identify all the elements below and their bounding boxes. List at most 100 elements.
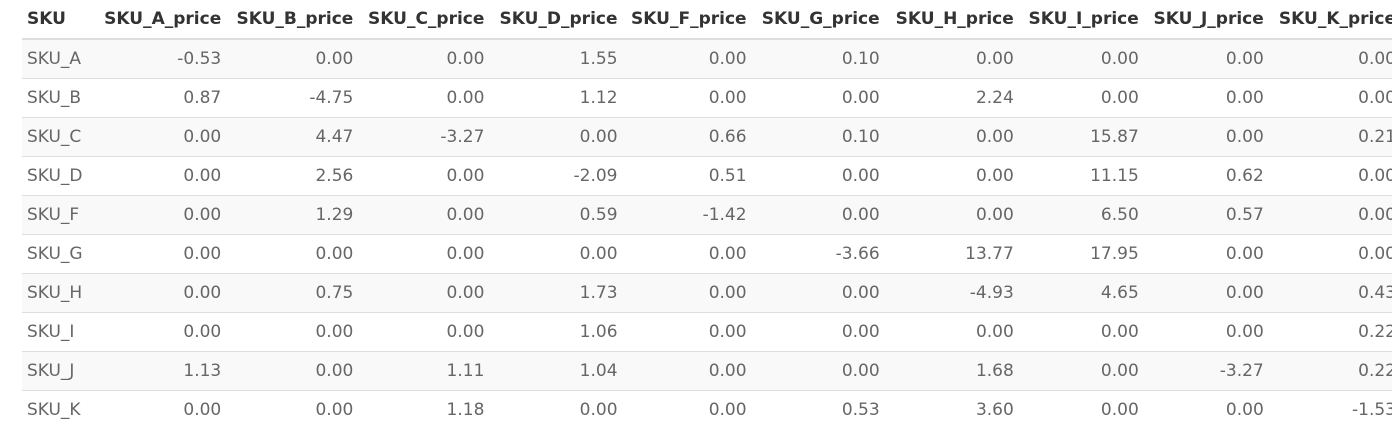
value-cell: 0.87 bbox=[93, 78, 227, 118]
table-row: SKU_C 0.00 4.47 -3.27 0.00 0.66 0.10 0.00 15.87 0… bbox=[22, 117, 1392, 157]
table-row: SKU_B 0.87 -4.75 0.00 1.12 0.00 0.00 2.24 0.00 0.… bbox=[22, 78, 1392, 118]
value-cell: 0.00 bbox=[1143, 38, 1269, 79]
value-cell: -3.66 bbox=[751, 234, 885, 274]
table-row: SKU_I 0.00 0.00 0.00 1.06 0.00 0.00 0.00 0.00 0.0… bbox=[22, 312, 1392, 352]
value-cell: 2.56 bbox=[226, 156, 359, 196]
value-cell: 0.00 bbox=[1018, 38, 1144, 79]
row-label-cell: SKU_I bbox=[22, 312, 94, 352]
row-label-cell: SKU_G bbox=[22, 234, 94, 274]
value-cell: 0.00 bbox=[489, 234, 623, 274]
value-cell: 0.22 bbox=[1268, 351, 1392, 391]
value-cell: -4.93 bbox=[884, 273, 1019, 313]
value-cell: 1.29 bbox=[226, 195, 359, 235]
column-header: SKU_B_price bbox=[226, 0, 359, 40]
value-cell: 0.21 bbox=[1268, 117, 1392, 157]
value-cell: 0.00 bbox=[1268, 195, 1392, 235]
column-header: SKU_I_price bbox=[1018, 0, 1144, 40]
row-label-cell: SKU_J bbox=[22, 351, 94, 391]
value-cell: 0.00 bbox=[358, 195, 490, 235]
value-cell: 0.00 bbox=[751, 351, 885, 391]
value-cell: -3.27 bbox=[1143, 351, 1269, 391]
value-cell: 0.00 bbox=[1018, 351, 1144, 391]
value-cell: -1.42 bbox=[622, 195, 752, 235]
row-label-cell: SKU_D bbox=[22, 156, 94, 196]
value-cell: 0.00 bbox=[358, 78, 490, 118]
value-cell: 0.00 bbox=[1143, 78, 1269, 118]
value-cell: 0.00 bbox=[358, 156, 490, 196]
price-elasticity-table: SKU SKU_A_price SKU_B_price SKU_C_price SKU_… bbox=[22, 0, 1392, 429]
value-cell: 0.00 bbox=[93, 195, 227, 235]
value-cell: 0.00 bbox=[622, 273, 752, 313]
value-cell: 0.00 bbox=[751, 312, 885, 352]
value-cell: 1.55 bbox=[489, 38, 623, 79]
row-label-cell: SKU_C bbox=[22, 117, 94, 157]
column-header: SKU_A_price bbox=[93, 0, 227, 40]
value-cell: 1.18 bbox=[358, 390, 490, 429]
row-label-cell: SKU_H bbox=[22, 273, 94, 313]
value-cell: 0.00 bbox=[489, 390, 623, 429]
value-cell: 0.00 bbox=[358, 38, 490, 79]
value-cell: 0.00 bbox=[226, 38, 359, 79]
value-cell: 1.73 bbox=[489, 273, 623, 313]
column-header: SKU_D_price bbox=[489, 0, 623, 40]
value-cell: 0.00 bbox=[1143, 234, 1269, 274]
value-cell: 0.00 bbox=[93, 390, 227, 429]
value-cell: 1.12 bbox=[489, 78, 623, 118]
value-cell: 0.00 bbox=[226, 312, 359, 352]
value-cell: 0.00 bbox=[884, 156, 1019, 196]
row-label-cell: SKU_F bbox=[22, 195, 94, 235]
value-cell: 0.10 bbox=[751, 117, 885, 157]
value-cell: 0.00 bbox=[622, 234, 752, 274]
value-cell: 0.00 bbox=[751, 195, 885, 235]
column-header: SKU_J_price bbox=[1143, 0, 1269, 40]
value-cell: 0.00 bbox=[358, 273, 490, 313]
value-cell: 0.51 bbox=[622, 156, 752, 196]
value-cell: -2.09 bbox=[489, 156, 623, 196]
value-cell: 0.00 bbox=[884, 195, 1019, 235]
value-cell: 0.22 bbox=[1268, 312, 1392, 352]
value-cell: -3.27 bbox=[358, 117, 490, 157]
value-cell: 0.43 bbox=[1268, 273, 1392, 313]
column-header: SKU_C_price bbox=[358, 0, 490, 40]
column-header: SKU bbox=[22, 0, 94, 40]
column-header: SKU_K_price bbox=[1268, 0, 1392, 40]
value-cell: 4.65 bbox=[1018, 273, 1144, 313]
value-cell: 0.00 bbox=[751, 78, 885, 118]
value-cell: 0.00 bbox=[93, 234, 227, 274]
value-cell: 0.00 bbox=[751, 273, 885, 313]
value-cell: -0.53 bbox=[93, 38, 227, 79]
value-cell: 0.00 bbox=[358, 234, 490, 274]
value-cell: 0.00 bbox=[622, 38, 752, 79]
value-cell: 0.57 bbox=[1143, 195, 1269, 235]
row-label-cell: SKU_B bbox=[22, 78, 94, 118]
value-cell: 4.47 bbox=[226, 117, 359, 157]
value-cell: 0.00 bbox=[622, 390, 752, 429]
value-cell: -4.75 bbox=[226, 78, 359, 118]
table-row: SKU_H 0.00 0.75 0.00 1.73 0.00 0.00 -4.93 4.65 0.… bbox=[22, 273, 1392, 313]
value-cell: 0.00 bbox=[884, 38, 1019, 79]
value-cell: 1.13 bbox=[93, 351, 227, 391]
value-cell: 0.00 bbox=[226, 390, 359, 429]
value-cell: 0.62 bbox=[1143, 156, 1269, 196]
value-cell: 0.00 bbox=[1143, 312, 1269, 352]
value-cell: 0.00 bbox=[1143, 273, 1269, 313]
value-cell: 0.00 bbox=[93, 117, 227, 157]
column-header: SKU_G_price bbox=[751, 0, 885, 40]
value-cell: 0.00 bbox=[1143, 390, 1269, 429]
value-cell: 1.04 bbox=[489, 351, 623, 391]
value-cell: 0.00 bbox=[93, 156, 227, 196]
value-cell: 0.00 bbox=[358, 312, 490, 352]
value-cell: 3.60 bbox=[884, 390, 1019, 429]
value-cell: 0.00 bbox=[1018, 390, 1144, 429]
value-cell: -1.53 bbox=[1268, 390, 1392, 429]
value-cell: 0.00 bbox=[489, 117, 623, 157]
value-cell: 13.77 bbox=[884, 234, 1019, 274]
value-cell: 0.75 bbox=[226, 273, 359, 313]
value-cell: 1.11 bbox=[358, 351, 490, 391]
value-cell: 0.59 bbox=[489, 195, 623, 235]
value-cell: 11.15 bbox=[1018, 156, 1144, 196]
value-cell: 0.00 bbox=[1018, 78, 1144, 118]
value-cell: 0.10 bbox=[751, 38, 885, 79]
value-cell: 1.06 bbox=[489, 312, 623, 352]
value-cell: 0.00 bbox=[884, 117, 1019, 157]
